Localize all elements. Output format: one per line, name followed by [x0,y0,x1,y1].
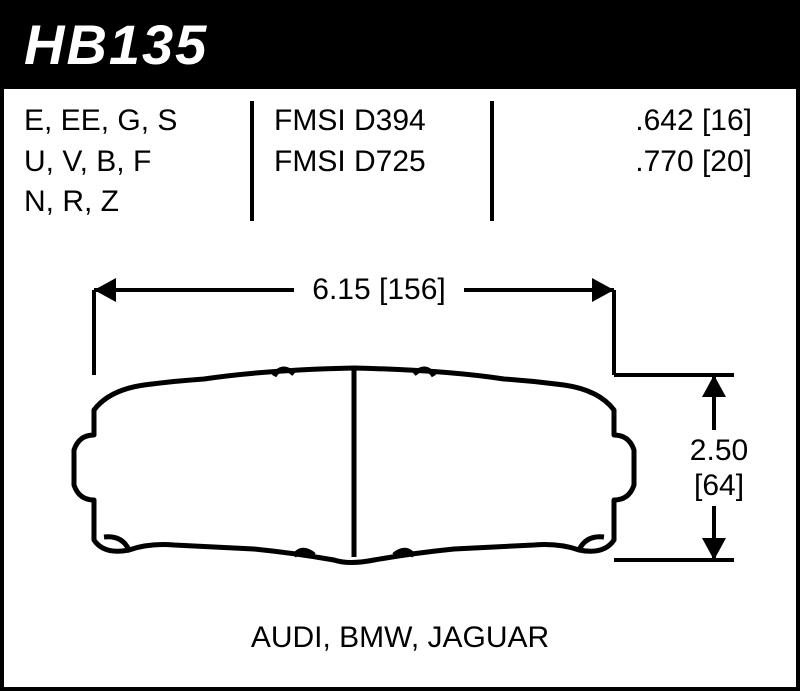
page-frame: HB135 E, EE, G, S U, V, B, F N, R, Z FMS… [0,0,800,691]
diagram-area: 6.15 [156] [4,235,796,615]
width-dimension: 6.15 [156] [94,265,614,375]
applications-text: AUDI, BMW, JAGUAR [251,621,549,654]
width-in: 6.15 [312,273,370,306]
compounds-column: E, EE, G, S U, V, B, F N, R, Z [24,101,234,223]
specs-row: E, EE, G, S U, V, B, F N, R, Z FMSI D394… [4,89,796,235]
fmsi-line: FMSI D394 [274,101,474,142]
divider [490,101,494,221]
applications-footer: AUDI, BMW, JAGUAR [4,615,796,667]
fmsi-line: FMSI D725 [274,142,474,183]
thickness-column: .642 [16] .770 [20] [514,101,776,223]
compounds-line: U, V, B, F [24,142,234,183]
width-mm: 156 [387,273,437,306]
brake-pad-outline [74,368,634,563]
part-number: HB135 [24,13,208,76]
svg-text:[64]: [64] [694,469,744,502]
divider [250,101,254,221]
svg-text:6.15 [156]: 6.15 [156] [312,273,445,306]
fmsi-column: FMSI D394 FMSI D725 [274,101,474,223]
brake-pad-diagram: 6.15 [156] [4,235,796,615]
height-mm: 64 [702,469,735,502]
compounds-line: E, EE, G, S [24,101,234,142]
compounds-line: N, R, Z [24,182,234,223]
part-number-header: HB135 [4,4,796,89]
thickness-line: .642 [16] [514,101,752,142]
thickness-line: .770 [20] [514,142,752,183]
height-in: 2.50 [690,434,748,467]
